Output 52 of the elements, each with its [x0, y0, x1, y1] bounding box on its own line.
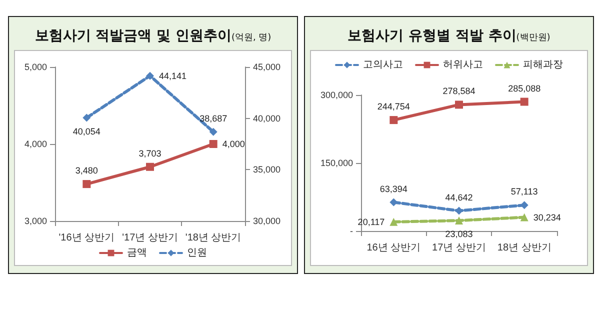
- legend-label: 인원: [187, 248, 207, 258]
- data-label: 285,088: [508, 83, 541, 94]
- y2-tick-label: 45,000: [253, 62, 281, 72]
- chart-subtitle: (억원, 명): [231, 33, 272, 43]
- point: [455, 216, 463, 225]
- data-label: 63,394: [380, 184, 408, 194]
- point: [390, 198, 398, 206]
- legend-label: 허위사고: [443, 60, 483, 70]
- data-label: 38,687: [200, 113, 228, 124]
- point: [520, 213, 528, 222]
- point: [455, 206, 463, 215]
- data-label: 3,480: [75, 166, 98, 176]
- point: [520, 98, 528, 106]
- y-tick-label: 300,000: [320, 90, 353, 100]
- y-tick-label: 150,000: [320, 158, 353, 168]
- y-tick-label: -: [350, 226, 353, 236]
- data-label: 278,584: [442, 86, 476, 96]
- y-tick-label: 4,000: [24, 139, 47, 149]
- x-tick-label: '16년 상반기: [58, 232, 115, 244]
- x-tick-label: '17년 상반기: [122, 232, 178, 244]
- y2-tick-label: 30,000: [253, 216, 281, 226]
- legend-label: 금액: [127, 248, 147, 258]
- data-label: 57,113: [510, 186, 538, 197]
- point: [390, 218, 398, 226]
- legend-label: 고의사고: [363, 60, 403, 70]
- legend-label: 피해과장: [523, 60, 563, 70]
- x-tick-label: '18년 상반기: [185, 232, 242, 244]
- data-label: 23,083: [445, 229, 473, 240]
- point: [209, 140, 218, 148]
- data-label: 44,141: [159, 70, 187, 81]
- point: [82, 114, 91, 122]
- x-tick-label: 17년 상반기: [432, 242, 486, 254]
- point: [82, 180, 91, 188]
- data-label: 4,000: [222, 139, 245, 149]
- data-label: 44,642: [445, 192, 473, 202]
- y2-tick-label: 40,000: [253, 113, 281, 124]
- point: [146, 162, 154, 171]
- y2-tick-label: 35,000: [253, 164, 281, 175]
- y-tick-label: 3,000: [24, 216, 47, 226]
- point: [209, 128, 218, 136]
- point: [146, 72, 154, 80]
- data-label: 20,117: [358, 216, 385, 227]
- data-label: 40,054: [72, 126, 100, 136]
- y-tick-label: 5,000: [24, 62, 47, 72]
- x-tick-label: 18년 상반기: [497, 242, 552, 254]
- data-label: 244,754: [377, 102, 410, 112]
- x-tick-label: 16년 상반기: [366, 242, 421, 254]
- point: [390, 116, 398, 124]
- chart-subtitle: (백만원): [516, 33, 550, 43]
- point: [455, 100, 463, 109]
- data-label: 3,703: [138, 148, 162, 158]
- data-label: 30,234: [533, 212, 561, 222]
